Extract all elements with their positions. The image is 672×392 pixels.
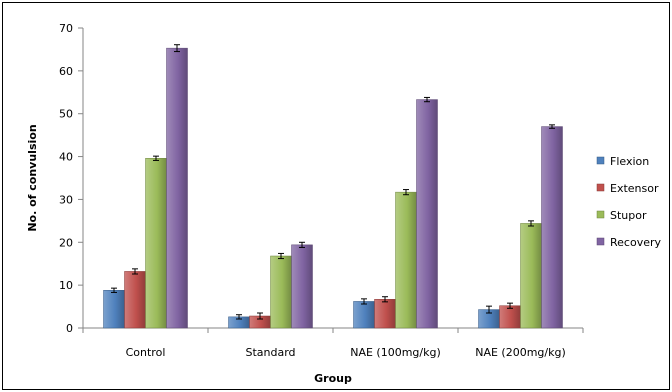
y-tick-label: 70 bbox=[59, 22, 73, 35]
error-bar bbox=[549, 124, 555, 129]
y-axis-title: No. of convulsion bbox=[26, 124, 39, 231]
bar bbox=[416, 99, 438, 329]
bar bbox=[541, 126, 563, 329]
legend-label: Extensor bbox=[610, 182, 659, 195]
error-bar bbox=[111, 287, 117, 293]
legend-label: Recovery bbox=[610, 236, 661, 249]
error-bar bbox=[424, 96, 430, 103]
error-bar bbox=[257, 312, 263, 320]
legend-swatch bbox=[596, 210, 605, 219]
y-tick-label: 0 bbox=[66, 322, 73, 335]
legend: Flexion Extensor Stupor Recovery bbox=[596, 155, 661, 249]
bar bbox=[499, 305, 521, 329]
error-bar bbox=[382, 296, 388, 303]
legend-swatch bbox=[596, 237, 605, 246]
bar bbox=[145, 158, 167, 329]
error-bar bbox=[132, 268, 138, 275]
error-bar bbox=[361, 298, 367, 305]
x-tick-label: NAE (100mg/kg) bbox=[350, 346, 441, 359]
y-tick-label: 40 bbox=[59, 151, 73, 164]
error-bar bbox=[153, 155, 159, 161]
error-bar bbox=[278, 252, 284, 260]
bar bbox=[103, 290, 125, 329]
legend-label: Flexion bbox=[610, 155, 649, 168]
x-tick-label: Control bbox=[126, 346, 166, 359]
y-tick-label: 10 bbox=[59, 279, 73, 292]
y-tick-label: 30 bbox=[59, 193, 73, 206]
legend-label: Stupor bbox=[610, 209, 647, 222]
x-axis-title: Group bbox=[314, 372, 352, 385]
error-bar bbox=[528, 220, 534, 227]
bar bbox=[395, 191, 417, 329]
bar bbox=[166, 47, 188, 329]
x-axis: Control Standard NAE (100mg/kg) NAE (200mg/… bbox=[82, 327, 584, 359]
bar bbox=[353, 301, 375, 329]
bar bbox=[124, 271, 146, 329]
legend-item: Extensor bbox=[596, 182, 659, 195]
legend-item: Stupor bbox=[596, 209, 647, 222]
legend-item: Flexion bbox=[596, 155, 649, 168]
bar bbox=[374, 299, 396, 329]
error-bar bbox=[174, 44, 180, 53]
error-bar bbox=[299, 241, 305, 248]
bars bbox=[103, 44, 563, 329]
y-tick-label: 50 bbox=[59, 108, 73, 121]
y-tick-label: 60 bbox=[59, 65, 73, 78]
error-bar bbox=[403, 189, 409, 196]
bar bbox=[520, 223, 542, 329]
error-bar bbox=[507, 302, 513, 309]
bar bbox=[270, 255, 292, 329]
error-bar bbox=[486, 305, 492, 314]
x-tick-label: NAE (200mg/kg) bbox=[475, 346, 566, 359]
bar-chart: 0 10 20 30 40 50 60 70 Control Standard NAE (100m… bbox=[26, 22, 661, 385]
y-axis: 0 10 20 30 40 50 60 70 bbox=[59, 22, 84, 335]
legend-item: Recovery bbox=[596, 236, 661, 249]
error-bar bbox=[236, 314, 242, 320]
y-tick-label: 20 bbox=[59, 236, 73, 249]
legend-swatch bbox=[596, 183, 605, 192]
x-tick-label: Standard bbox=[245, 346, 295, 359]
bar bbox=[291, 244, 313, 329]
legend-swatch bbox=[596, 156, 605, 165]
